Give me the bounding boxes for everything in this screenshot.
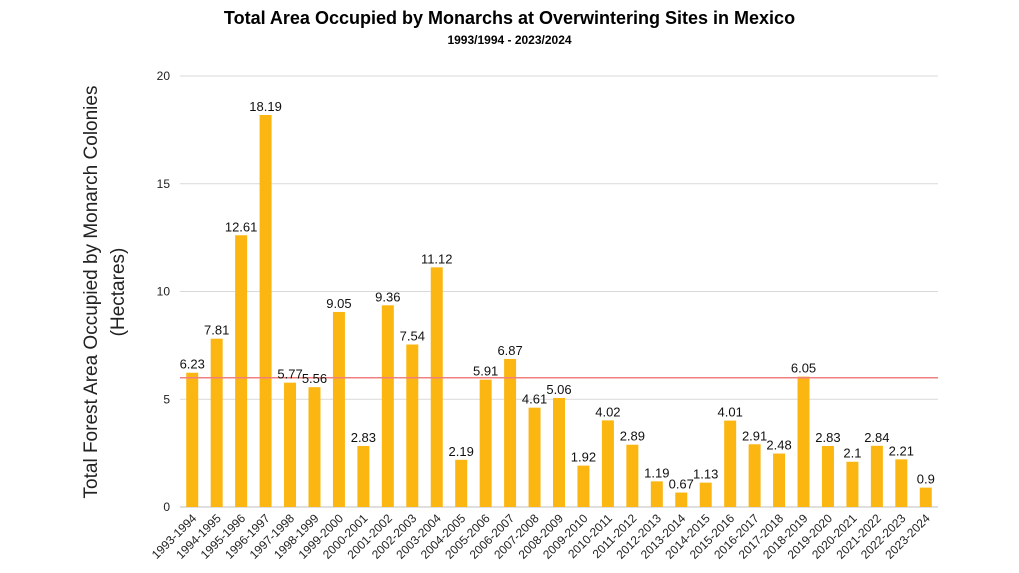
bar <box>430 267 443 507</box>
data-label: 2.48 <box>766 438 791 453</box>
data-label: 2.19 <box>449 444 474 459</box>
bar <box>455 459 468 507</box>
data-label: 4.61 <box>522 392 547 407</box>
data-label: 2.91 <box>742 428 767 443</box>
bar <box>381 305 394 507</box>
bar <box>797 376 810 507</box>
bar <box>895 459 908 507</box>
data-label: 9.05 <box>326 296 351 311</box>
bar <box>870 445 883 507</box>
bar <box>821 446 834 507</box>
data-label: 2.83 <box>351 430 376 445</box>
data-label: 7.81 <box>204 323 229 338</box>
data-label: 12.61 <box>225 219 258 234</box>
y-axis-label-line-1: Total Forest Area Occupied by Monarch Co… <box>81 86 102 499</box>
y-tick-label: 20 <box>157 69 171 83</box>
y-tick-label: 5 <box>163 392 170 406</box>
data-label: 1.13 <box>693 467 718 482</box>
data-label: 2.1 <box>843 446 861 461</box>
bar <box>724 420 737 507</box>
bar <box>626 444 639 507</box>
data-label: 4.01 <box>718 405 743 420</box>
data-label: 2.83 <box>815 430 840 445</box>
bar <box>235 235 248 507</box>
y-tick-label: 0 <box>163 500 170 514</box>
y-tick-label: 15 <box>157 177 171 191</box>
bar <box>601 420 614 507</box>
bar <box>479 379 492 507</box>
bar <box>210 338 223 507</box>
data-label: 9.36 <box>375 289 400 304</box>
data-label: 1.19 <box>644 465 669 480</box>
bar <box>528 407 541 507</box>
bar <box>675 492 688 507</box>
chart-subtitle: 1993/1994 - 2023/2024 <box>447 33 572 47</box>
bar <box>308 387 321 507</box>
data-label: 5.06 <box>546 382 571 397</box>
bar <box>186 372 199 507</box>
data-label: 11.12 <box>421 251 453 266</box>
bar <box>773 453 786 507</box>
data-labels: 6.23 7.81 12.61 18.19 5.77 5.56 9.05 2.83 9.36 7.… <box>180 99 935 492</box>
data-label: 18.19 <box>249 99 282 114</box>
data-label: 7.54 <box>400 329 425 344</box>
data-label: 2.89 <box>620 429 645 444</box>
bar <box>332 311 345 507</box>
bars <box>186 115 932 508</box>
bar <box>748 444 761 507</box>
data-label: 6.23 <box>180 357 205 372</box>
bar <box>406 344 419 507</box>
bar <box>259 115 272 508</box>
bar <box>699 482 712 507</box>
y-tick-label: 10 <box>157 285 171 299</box>
data-label: 1.92 <box>571 450 596 465</box>
bar <box>504 358 517 507</box>
bar <box>284 382 297 507</box>
data-label: 2.84 <box>864 430 889 445</box>
bar <box>553 397 565 507</box>
bar <box>650 481 663 507</box>
x-axis-ticks: 1993-19941994-19951995-19961996-19971997… <box>149 511 933 562</box>
data-label: 5.56 <box>302 371 327 386</box>
bar <box>577 465 590 507</box>
chart-title: Total Area Occupied by Monarchs at Overw… <box>223 8 796 28</box>
data-label: 6.87 <box>497 343 522 358</box>
data-label: 5.77 <box>277 367 302 382</box>
y-axis-ticks: 0 5 10 15 20 <box>157 69 171 514</box>
data-label: 0.67 <box>669 477 694 492</box>
data-label: 5.91 <box>473 364 498 379</box>
data-label: 6.05 <box>791 361 816 376</box>
bar <box>357 446 370 507</box>
data-label: 2.21 <box>889 443 914 458</box>
bar <box>846 461 859 507</box>
y-axis-label-line-2: (Hectares) <box>108 248 129 337</box>
data-label: 4.02 <box>595 404 620 419</box>
bar <box>919 487 932 507</box>
data-label: 0.9 <box>917 472 935 487</box>
